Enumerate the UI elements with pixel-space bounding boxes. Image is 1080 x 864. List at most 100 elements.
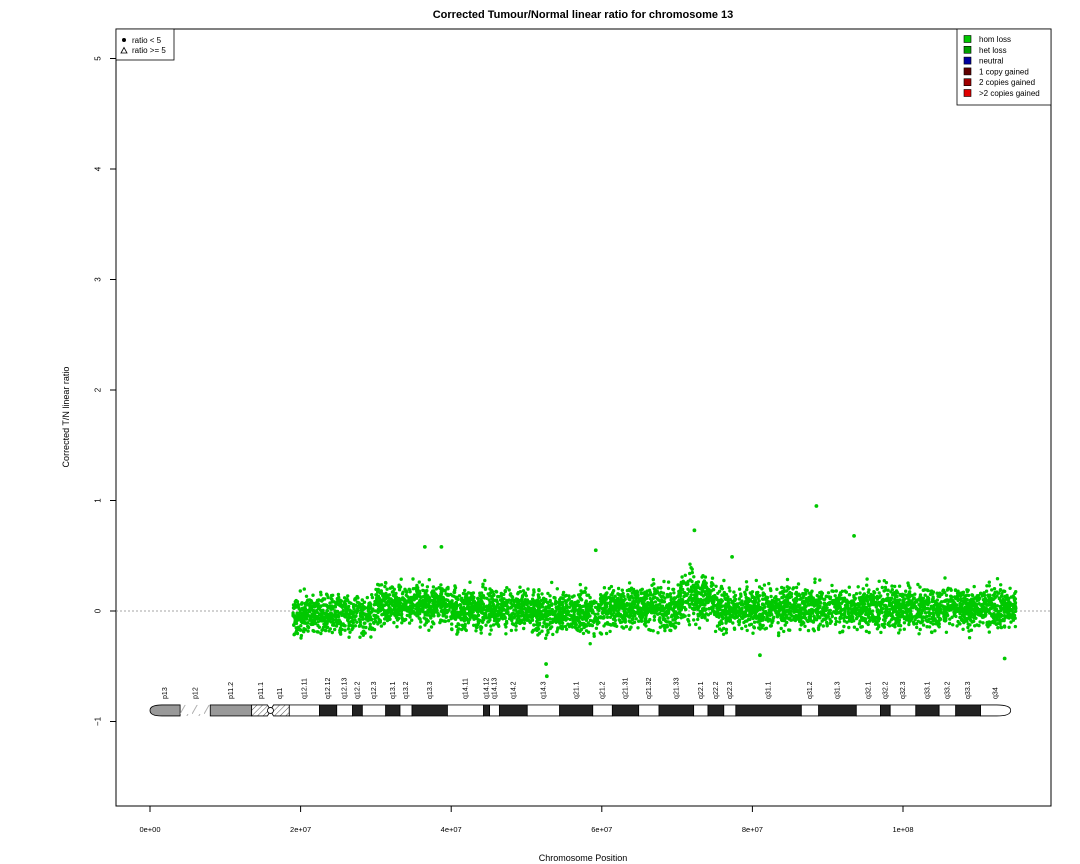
y-tick-label: 2 xyxy=(93,387,102,392)
data-point xyxy=(969,628,974,632)
data-point xyxy=(503,602,507,606)
data-point xyxy=(808,598,812,602)
data-point xyxy=(497,606,501,610)
data-point xyxy=(913,592,917,596)
data-point xyxy=(509,628,514,633)
data-point xyxy=(984,602,988,606)
data-point xyxy=(520,607,524,611)
data-point xyxy=(603,610,607,614)
data-point xyxy=(575,628,579,632)
data-point xyxy=(726,619,730,623)
data-point xyxy=(408,615,412,619)
data-point xyxy=(850,619,854,623)
data-point xyxy=(907,622,911,627)
y-tick-label: 0 xyxy=(93,608,102,613)
data-point xyxy=(330,604,334,608)
data-point xyxy=(633,614,637,618)
data-point xyxy=(364,615,369,620)
data-point xyxy=(538,610,542,614)
data-point xyxy=(957,621,961,626)
data-point xyxy=(312,620,316,624)
data-point xyxy=(968,623,972,627)
data-point xyxy=(306,598,310,602)
data-point xyxy=(773,596,777,600)
data-point xyxy=(531,628,535,633)
data-point xyxy=(927,611,932,615)
data-point xyxy=(899,607,903,612)
data-point xyxy=(550,580,554,585)
data-point xyxy=(826,591,831,595)
data-point xyxy=(605,615,610,619)
data-point xyxy=(919,613,923,617)
data-point xyxy=(386,596,391,600)
x-tick-label: 8e+07 xyxy=(742,825,763,834)
data-point xyxy=(588,618,593,623)
data-point xyxy=(459,598,464,603)
y-tick-label: 4 xyxy=(93,166,102,171)
data-point xyxy=(982,609,986,613)
data-point xyxy=(692,611,696,616)
data-point xyxy=(818,622,822,626)
data-point xyxy=(815,599,819,604)
data-point xyxy=(415,595,419,600)
data-point xyxy=(724,627,729,632)
data-point xyxy=(636,600,640,605)
data-point xyxy=(311,593,315,597)
data-point xyxy=(737,597,741,601)
data-point xyxy=(893,584,897,589)
data-point xyxy=(535,615,539,619)
data-point xyxy=(667,593,671,597)
data-point xyxy=(723,596,727,600)
data-point xyxy=(999,599,1003,603)
data-point xyxy=(339,632,343,636)
data-point xyxy=(531,602,536,606)
data-point xyxy=(753,613,757,618)
data-point xyxy=(678,590,683,594)
data-point xyxy=(457,623,461,627)
data-point xyxy=(510,605,514,609)
data-point xyxy=(718,627,722,631)
data-point xyxy=(615,600,619,604)
data-point xyxy=(991,597,996,601)
data-point xyxy=(931,604,935,608)
data-point xyxy=(710,582,715,586)
data-point xyxy=(811,627,815,631)
data-point xyxy=(616,592,620,596)
data-point xyxy=(703,590,707,594)
data-point xyxy=(850,610,854,615)
data-point xyxy=(920,619,924,623)
data-point xyxy=(335,613,340,617)
data-point xyxy=(512,616,516,620)
data-point xyxy=(553,596,557,600)
data-point xyxy=(462,619,466,623)
data-point xyxy=(926,588,930,593)
data-point xyxy=(943,576,947,580)
data-point xyxy=(550,608,554,612)
data-point xyxy=(793,614,798,618)
data-point xyxy=(962,613,966,617)
data-point xyxy=(864,617,868,621)
data-point xyxy=(527,618,531,622)
data-point xyxy=(417,580,421,584)
data-point xyxy=(305,614,309,618)
data-point xyxy=(408,590,412,594)
data-point xyxy=(869,610,873,614)
data-point xyxy=(939,609,943,614)
data-point xyxy=(936,605,940,609)
data-point xyxy=(936,594,940,598)
data-point xyxy=(514,628,518,632)
data-point xyxy=(556,627,560,631)
data-point xyxy=(570,625,575,629)
data-point xyxy=(398,602,402,606)
data-point xyxy=(361,633,365,637)
data-point xyxy=(976,612,980,617)
data-point xyxy=(710,605,714,609)
data-point xyxy=(740,626,744,631)
data-point xyxy=(599,632,604,636)
data-point xyxy=(306,629,310,633)
data-point xyxy=(601,611,605,615)
y-tick-label: 1 xyxy=(93,498,102,503)
data-point xyxy=(516,592,520,596)
data-point xyxy=(942,614,946,619)
data-point xyxy=(358,623,362,627)
